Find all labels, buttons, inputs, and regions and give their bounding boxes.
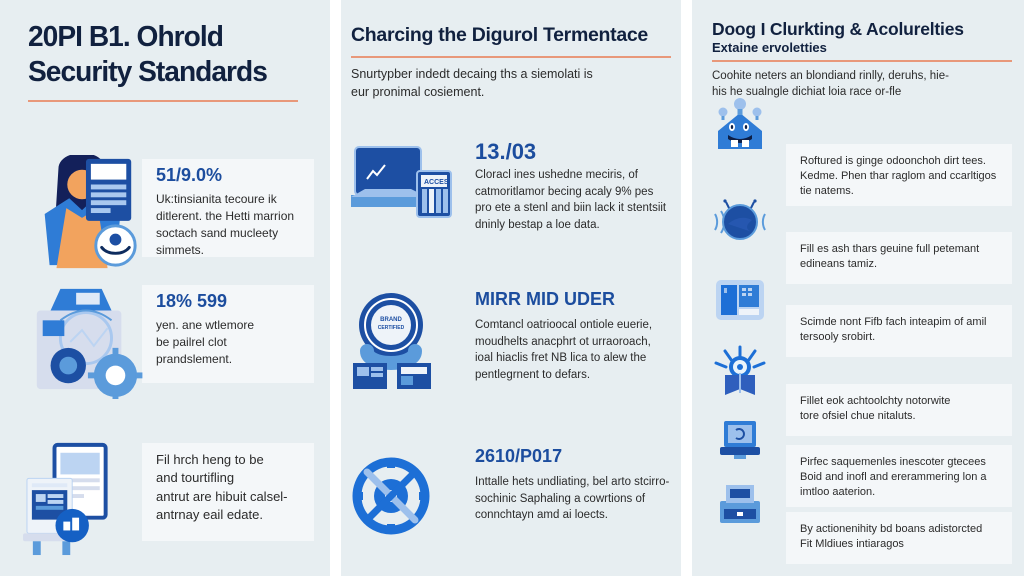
svg-text:BRAND: BRAND [380,317,402,323]
svg-text:CERTIFIED: CERTIFIED [378,325,405,331]
svg-text:ACCES: ACCES [424,179,449,186]
